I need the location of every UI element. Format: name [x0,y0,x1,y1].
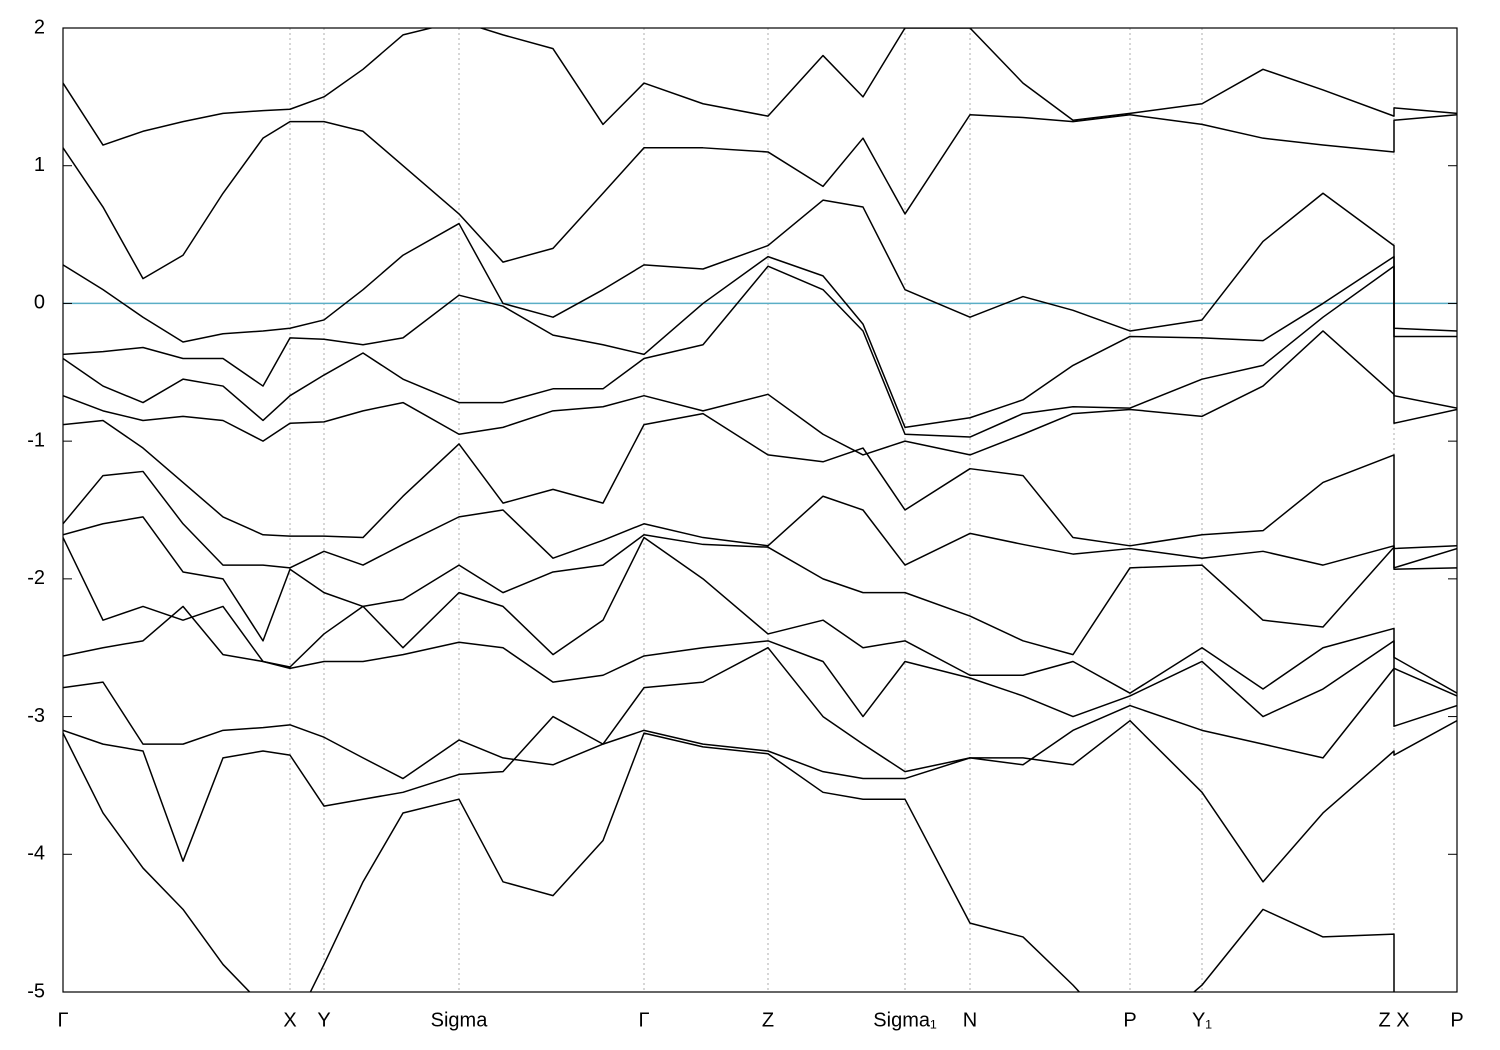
band [63,114,1457,280]
y-tick-label: -5 [27,980,45,1002]
band [63,412,1457,550]
y-tick-label: -3 [27,705,45,727]
band [63,330,1457,456]
band [63,28,1457,146]
x-tick-label: P [1450,1009,1463,1031]
x-tick-label: Z X [1378,1009,1409,1031]
band [63,646,1457,780]
band [63,192,1457,343]
y-tick-label: -2 [27,567,45,589]
x-tick-label: Sigma₁ [873,1009,937,1031]
x-tick-label: Z [762,1009,774,1031]
plot-frame [62,27,1458,993]
y-tick-label: 1 [34,154,45,176]
x-tick-label: Γ [57,1009,68,1031]
x-tick-label: Sigma [431,1009,489,1031]
band [63,265,1457,438]
plot-area [63,28,1457,992]
y-tick-label: 0 [34,292,45,314]
x-tick-label: N [963,1009,977,1031]
band [63,536,1457,694]
band [63,732,1395,992]
x-tick-label: Γ [638,1009,649,1031]
x-tick-label: Y [317,1009,330,1031]
band [63,605,1457,718]
x-tick-label: Y₁ [1192,1009,1212,1031]
band [63,255,1457,429]
band [63,715,1457,883]
x-tick-label: X [283,1009,296,1031]
x-tick-label: P [1123,1009,1136,1031]
band [63,470,1457,569]
y-tick-label: -1 [27,429,45,451]
band [63,516,1457,656]
y-tick-label: 2 [34,16,45,38]
y-tick-label: -4 [27,843,45,865]
